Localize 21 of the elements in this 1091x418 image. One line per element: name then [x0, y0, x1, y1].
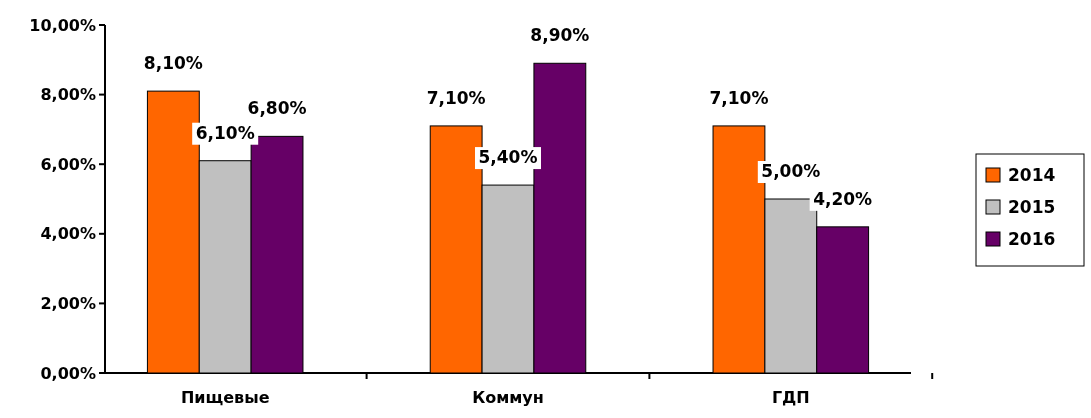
legend-label: 2014	[1008, 164, 1056, 185]
y-tick-label: 6,00%	[40, 154, 96, 174]
y-tick-label: 8,00%	[40, 85, 96, 105]
legend-label: 2016	[1008, 228, 1056, 249]
data-label: 8,10%	[143, 53, 203, 74]
y-tick-label: 0,00%	[40, 363, 96, 383]
data-label: 6,10%	[195, 122, 255, 143]
data-label: 4,20%	[813, 188, 873, 209]
legend-label: 2015	[1008, 196, 1056, 217]
y-tick-label: 4,00%	[40, 224, 96, 244]
x-tick-label: ГДП	[771, 388, 810, 407]
data-label: 7,10%	[709, 87, 769, 108]
data-label: 5,00%	[761, 161, 821, 181]
x-tick-label: Коммун	[472, 388, 544, 407]
y-tick-label: 2,00%	[40, 294, 96, 313]
x-tick-label: Пищевые	[180, 388, 270, 407]
y-tick-label: 10,00%	[29, 15, 96, 35]
data-label: 7,10%	[426, 87, 486, 108]
data-label: 5,40%	[478, 147, 538, 168]
data-label: 8,90%	[530, 25, 590, 46]
data-label: 6,80%	[247, 98, 307, 119]
